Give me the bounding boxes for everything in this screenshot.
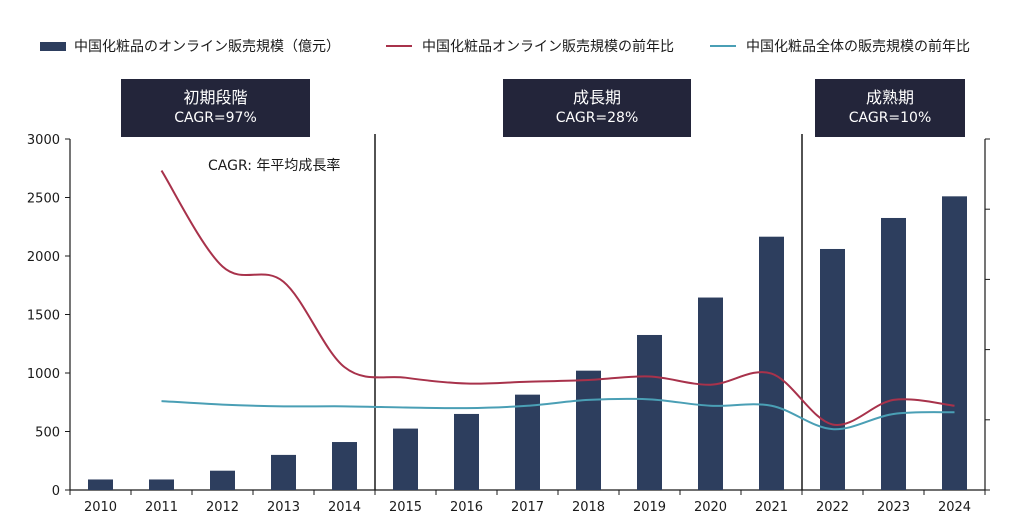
x-tick-label: 2019 (633, 500, 666, 515)
y-tick-label: 3000 (27, 133, 60, 148)
bar-2019 (637, 334, 662, 490)
x-tick-label: 2016 (450, 500, 483, 515)
bar-2021 (759, 236, 784, 490)
phase-box-early: 初期段階 CAGR=97% (121, 79, 310, 137)
phase-early-cagr: CAGR=97% (174, 110, 257, 126)
x-tick-label: 2018 (572, 500, 605, 515)
phase-mature-cagr: CAGR=10% (848, 110, 932, 126)
legend-swatch-total-yoy (710, 45, 736, 47)
legend-swatch-bars (40, 41, 66, 51)
phase-box-mature: 成熟期 CAGR=10% (815, 79, 965, 137)
y-tick-label: 0 (52, 484, 60, 499)
bar-2024 (942, 196, 967, 490)
x-tick-label: 2020 (694, 500, 727, 515)
line-online-yoy (160, 170, 955, 426)
legend-item-bars: 中国化粧品のオンライン販売規模（億元） (40, 36, 340, 56)
x-tick-label: 2010 (84, 500, 117, 515)
phase-growth-cagr: CAGR=28% (555, 110, 639, 126)
bar-2014 (332, 442, 357, 490)
x-tick-label: 2015 (389, 500, 422, 515)
legend: 中国化粧品のオンライン販売規模（億元） 中国化粧品オンライン販売規模の前年比 中… (0, 36, 1024, 60)
y-tick-label: 1000 (27, 367, 60, 382)
x-tick-label: 2011 (145, 500, 178, 515)
x-tick-label: 2012 (206, 500, 239, 515)
y-tick-label: 500 (35, 426, 60, 441)
legend-label-online-yoy: 中国化粧品オンライン販売規模の前年比 (422, 39, 674, 55)
bar-2011 (149, 479, 174, 490)
phase-early-name: 初期段階 (183, 88, 248, 107)
bar-2017 (515, 394, 540, 490)
bar-2016 (454, 413, 479, 490)
x-tick-label: 2023 (877, 500, 910, 515)
cagr-note: CAGR: 年平均成長率 (208, 158, 341, 174)
x-tick-label: 2014 (328, 500, 361, 515)
legend-swatch-online-yoy (386, 45, 412, 47)
legend-label-bars: 中国化粧品のオンライン販売規模（億元） (74, 39, 340, 55)
legend-item-total-yoy: 中国化粧品全体の販売規模の前年比 (710, 36, 970, 56)
bar-2012 (210, 470, 235, 490)
x-tick-label: 2021 (755, 500, 788, 515)
phase-box-growth: 成長期 CAGR=28% (503, 79, 691, 137)
bar-2022 (820, 248, 845, 490)
x-tick-label: 2017 (511, 500, 544, 515)
legend-label-total-yoy: 中国化粧品全体の販売規模の前年比 (746, 39, 970, 55)
bar-2018 (576, 370, 601, 490)
x-tick-label: 2013 (267, 500, 300, 515)
phase-mature-name: 成熟期 (865, 88, 914, 107)
bar-2023 (881, 217, 906, 490)
bar-2020 (698, 297, 723, 490)
bar-2010 (88, 479, 113, 490)
y-tick-label: 2000 (27, 250, 60, 265)
phase-growth-name: 成長期 (572, 88, 621, 107)
bar-2015 (393, 428, 418, 490)
y-tick-label: 1500 (27, 309, 60, 324)
bar-2013 (271, 454, 296, 490)
legend-item-online-yoy: 中国化粧品オンライン販売規模の前年比 (386, 36, 674, 56)
line-total-yoy (161, 397, 955, 431)
x-tick-label: 2024 (938, 500, 971, 515)
x-tick-label: 2022 (816, 500, 849, 515)
y-tick-label: 2500 (27, 192, 60, 207)
